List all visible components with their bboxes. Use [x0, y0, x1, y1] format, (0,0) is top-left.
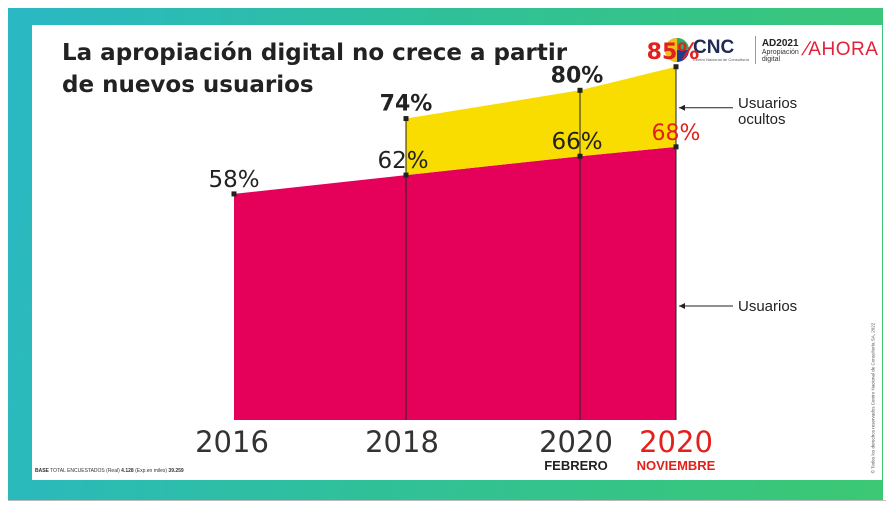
usuarios-ocultos-point: [403, 116, 409, 122]
x-tick-sublabel: NOVIEMBRE: [637, 458, 716, 473]
x-tick-label: 2018: [365, 425, 439, 459]
legend-arrow: [679, 104, 685, 111]
usuarios-ocultos-point: [673, 64, 679, 70]
label-usuarios-ocultos: 80%: [551, 63, 604, 88]
usuarios-point: [403, 172, 409, 178]
label-usuarios-ocultos: 85%: [647, 40, 700, 65]
usuarios-point: [577, 153, 583, 159]
bottom-divider: [8, 500, 886, 501]
label-usuarios: 68%: [652, 121, 701, 146]
label-usuarios: 58%: [208, 167, 259, 193]
base-note: BASE TOTAL ENCUESTADOS (Real) 4.128 (Exp…: [35, 468, 184, 474]
chart-title: La apropiación digital no crece a partir…: [62, 37, 622, 101]
x-tick-label: 2016: [195, 425, 269, 459]
copyright-note: © Todos los derechos reservados Centro N…: [870, 322, 876, 474]
x-tick-sublabel: FEBRERO: [544, 458, 608, 473]
legend-arrow: [679, 303, 685, 309]
title-line-2: de nuevos usuarios: [62, 72, 314, 98]
title-line-1: La apropiación digital no crece a partir: [62, 40, 568, 66]
legend-label-usuarios-ocultos-2: ocultos: [738, 111, 786, 128]
usuarios-point: [231, 191, 237, 197]
cnc-logo-icon: [665, 38, 689, 62]
usuarios-ocultos-point: [577, 87, 583, 93]
ad-description: Apropiación digital: [761, 48, 799, 63]
cnc-subtitle: Centro Nacional de Consultoría: [693, 57, 749, 62]
usuarios-point: [673, 144, 679, 150]
x-tick-label: 2020: [539, 425, 613, 459]
cnc-wordmark: CNC: [693, 37, 735, 58]
ahora-wordmark: /AHORA: [798, 39, 879, 60]
legend-label-usuarios-ocultos-1: Usuarios: [738, 95, 797, 112]
area-usuarios: [234, 146, 676, 420]
label-usuarios: 62%: [377, 148, 428, 174]
label-usuarios: 66%: [551, 129, 602, 155]
ad-code: AD2021: [761, 37, 799, 49]
x-tick-label: 2020: [639, 425, 713, 459]
brand-logo: CNC Centro Nacional de Consultoría AD202…: [665, 34, 878, 66]
label-usuarios-ocultos: 74%: [380, 92, 433, 117]
legend-label-usuarios: Usuarios: [738, 298, 797, 315]
logo-divider: [754, 36, 756, 64]
area-usuarios-ocultos: [406, 66, 676, 176]
